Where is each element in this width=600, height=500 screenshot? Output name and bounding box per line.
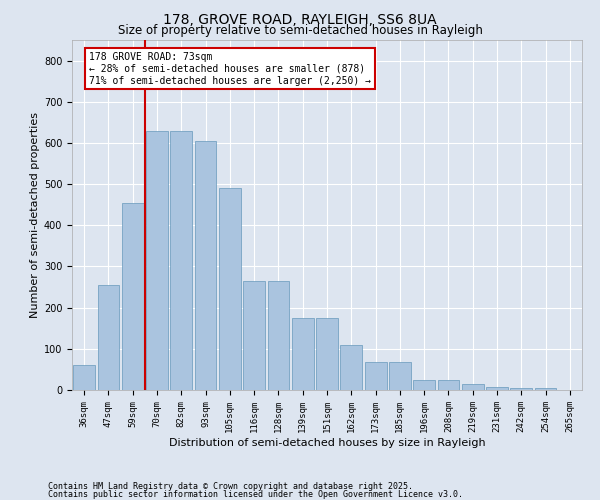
Bar (535, 388, 556, 390)
Bar (97, 285, 119, 390)
Bar (340, 344, 362, 390)
Bar (146, 130, 168, 390)
Bar (316, 318, 338, 390)
Text: Size of property relative to semi-detached houses in Rayleigh: Size of property relative to semi-detach… (118, 24, 482, 37)
Bar (365, 362, 386, 390)
Text: 178, GROVE ROAD, RAYLEIGH, SS6 8UA: 178, GROVE ROAD, RAYLEIGH, SS6 8UA (163, 12, 437, 26)
Y-axis label: Number of semi-detached properties: Number of semi-detached properties (29, 112, 40, 318)
Text: Contains HM Land Registry data © Crown copyright and database right 2025.: Contains HM Land Registry data © Crown c… (48, 482, 413, 491)
Bar (437, 380, 460, 390)
Bar (486, 386, 508, 390)
Bar (511, 388, 532, 390)
Bar (389, 362, 411, 390)
Bar (219, 188, 241, 390)
Bar (268, 281, 289, 390)
Text: Contains public sector information licensed under the Open Government Licence v3: Contains public sector information licen… (48, 490, 463, 499)
Bar (122, 202, 143, 390)
Bar (243, 281, 265, 390)
Text: 178 GROVE ROAD: 73sqm
← 28% of semi-detached houses are smaller (878)
71% of sem: 178 GROVE ROAD: 73sqm ← 28% of semi-deta… (89, 52, 371, 86)
Bar (413, 380, 435, 390)
Bar (292, 318, 314, 390)
Bar (462, 384, 484, 390)
X-axis label: Distribution of semi-detached houses by size in Rayleigh: Distribution of semi-detached houses by … (169, 438, 485, 448)
Bar (170, 130, 192, 390)
Bar (194, 141, 217, 390)
Bar (73, 366, 95, 390)
